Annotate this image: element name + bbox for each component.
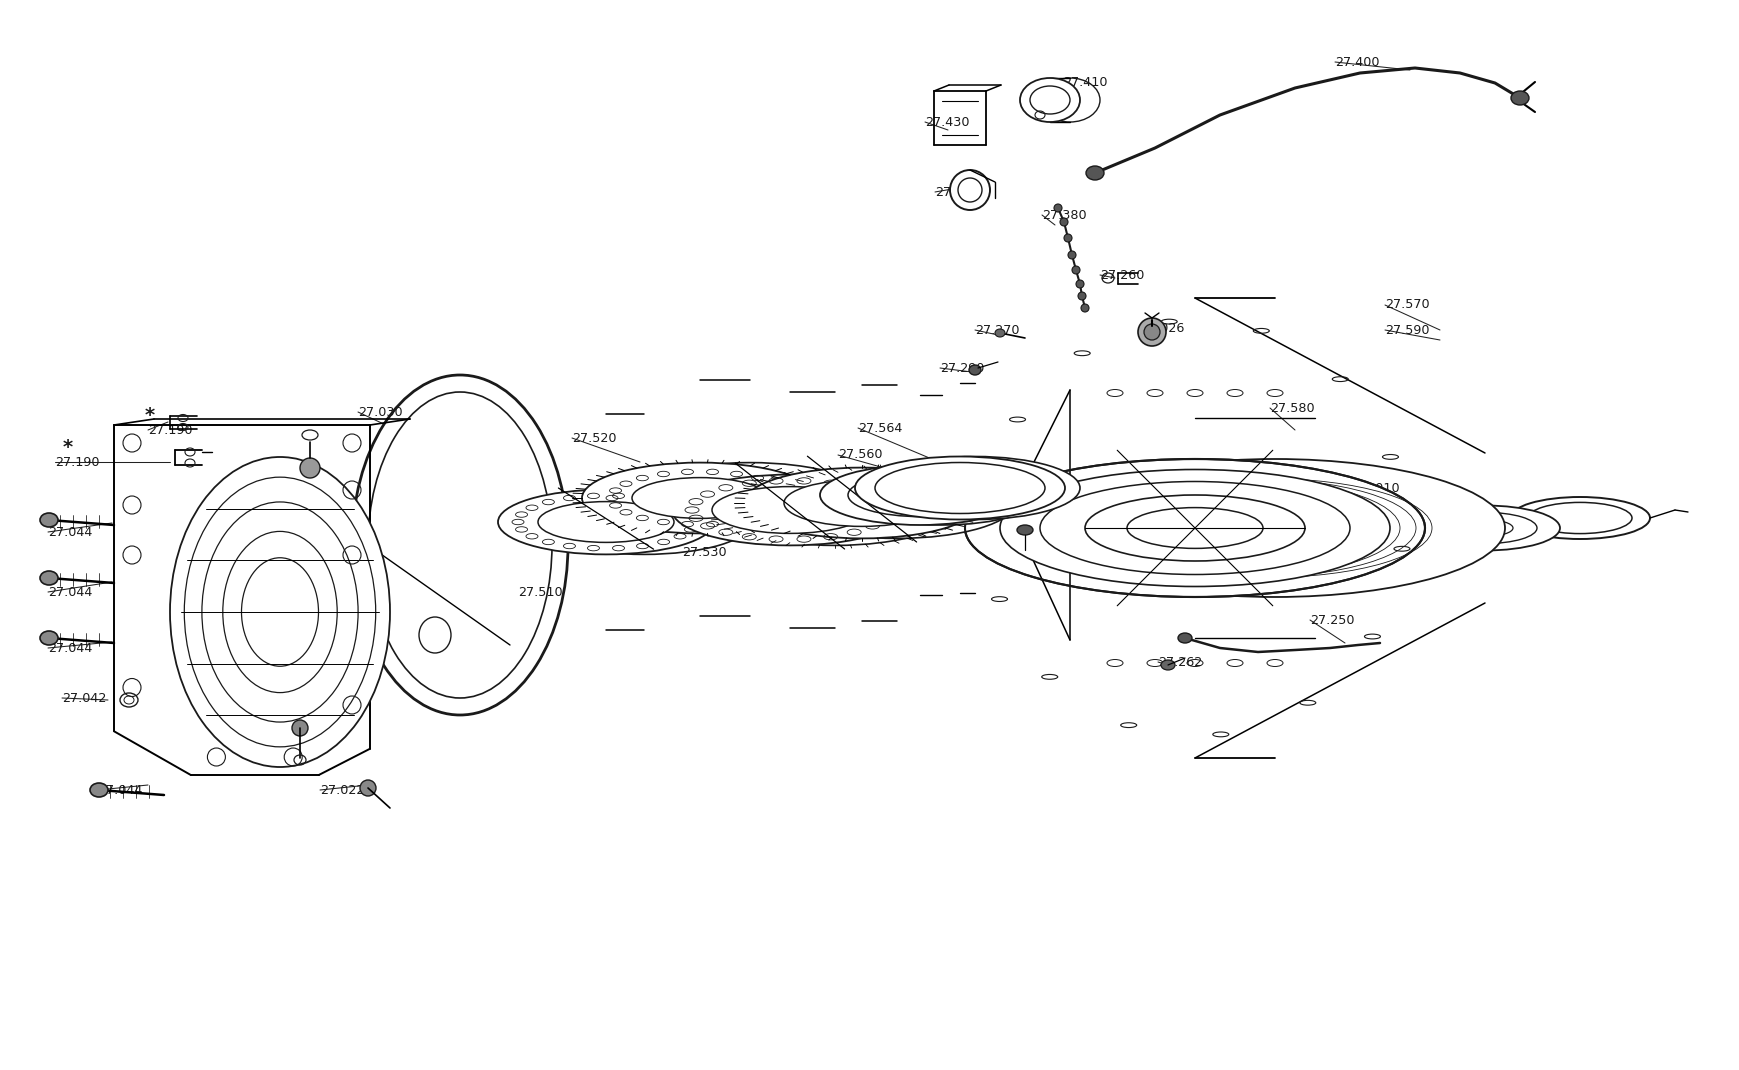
Ellipse shape	[1054, 204, 1061, 212]
Ellipse shape	[870, 473, 1014, 517]
Ellipse shape	[1000, 470, 1389, 586]
Text: 27.262: 27.262	[1158, 656, 1202, 669]
Text: 27.380: 27.380	[1042, 209, 1085, 221]
Ellipse shape	[965, 459, 1424, 597]
Ellipse shape	[716, 475, 953, 546]
Text: 27.540: 27.540	[793, 482, 836, 494]
Ellipse shape	[889, 462, 1059, 514]
Ellipse shape	[40, 571, 57, 585]
Ellipse shape	[410, 609, 459, 661]
Ellipse shape	[1080, 304, 1089, 312]
Ellipse shape	[351, 374, 567, 715]
Ellipse shape	[1078, 292, 1085, 300]
Ellipse shape	[870, 457, 1080, 520]
Ellipse shape	[576, 502, 711, 542]
Ellipse shape	[292, 720, 308, 736]
Ellipse shape	[1063, 234, 1071, 242]
Ellipse shape	[682, 477, 817, 518]
Text: 27.044: 27.044	[97, 783, 143, 796]
Ellipse shape	[581, 462, 817, 534]
Text: *: *	[63, 438, 73, 457]
Text: 27.420: 27.420	[934, 185, 979, 199]
Ellipse shape	[1137, 318, 1165, 346]
Text: 27.260: 27.260	[1099, 269, 1144, 281]
Text: 27.044: 27.044	[49, 642, 92, 655]
Ellipse shape	[854, 457, 1064, 520]
Ellipse shape	[1085, 166, 1103, 180]
Ellipse shape	[170, 457, 390, 767]
Ellipse shape	[744, 468, 979, 538]
Ellipse shape	[819, 479, 974, 526]
Ellipse shape	[299, 458, 320, 478]
Text: 27.400: 27.400	[1334, 56, 1379, 68]
Text: 27.270: 27.270	[974, 323, 1019, 336]
Ellipse shape	[631, 462, 868, 534]
Ellipse shape	[969, 365, 981, 374]
Ellipse shape	[367, 392, 551, 698]
Ellipse shape	[1085, 495, 1304, 561]
Text: 27.022: 27.022	[320, 783, 363, 796]
Ellipse shape	[1177, 633, 1191, 643]
Ellipse shape	[1019, 78, 1080, 122]
Ellipse shape	[1068, 251, 1075, 259]
Text: 27.250: 27.250	[1309, 613, 1353, 627]
Text: 27.290: 27.290	[939, 362, 984, 374]
Ellipse shape	[756, 487, 913, 534]
Text: 27.044: 27.044	[49, 585, 92, 598]
Text: 27.034: 27.034	[343, 594, 386, 607]
Text: 27.042: 27.042	[63, 691, 106, 704]
Ellipse shape	[497, 490, 713, 554]
Ellipse shape	[1143, 324, 1160, 340]
Ellipse shape	[1509, 91, 1529, 105]
Text: 27.020: 27.020	[283, 673, 327, 687]
Text: 27.570: 27.570	[1384, 299, 1429, 311]
Text: 27.190: 27.190	[148, 424, 193, 437]
Text: 27.190: 27.190	[56, 456, 99, 469]
Ellipse shape	[360, 780, 376, 796]
Ellipse shape	[1059, 218, 1068, 226]
Ellipse shape	[1160, 660, 1174, 670]
Text: 27.044: 27.044	[49, 525, 92, 538]
Ellipse shape	[875, 462, 1045, 514]
Ellipse shape	[847, 473, 991, 517]
Text: 27.430: 27.430	[925, 116, 969, 128]
Text: 27.580: 27.580	[1269, 401, 1315, 414]
Ellipse shape	[1509, 496, 1649, 539]
Ellipse shape	[631, 477, 767, 518]
Text: 27.564: 27.564	[857, 422, 903, 434]
Ellipse shape	[1016, 525, 1033, 535]
Text: 27.030: 27.030	[358, 406, 402, 418]
Ellipse shape	[1075, 280, 1083, 288]
Text: *: *	[144, 406, 155, 425]
Ellipse shape	[819, 465, 1019, 525]
Ellipse shape	[40, 513, 57, 528]
Ellipse shape	[995, 328, 1005, 337]
Ellipse shape	[949, 170, 989, 210]
Text: 27.530: 27.530	[682, 546, 727, 559]
Text: 27.040: 27.040	[929, 484, 974, 496]
Ellipse shape	[90, 783, 108, 797]
Ellipse shape	[536, 490, 751, 554]
Text: 27.010: 27.010	[1355, 482, 1398, 494]
Ellipse shape	[779, 468, 1014, 538]
Ellipse shape	[537, 502, 673, 542]
Text: 27.410: 27.410	[1063, 76, 1106, 89]
Ellipse shape	[842, 465, 1042, 525]
Text: 27.022: 27.022	[278, 465, 322, 478]
Ellipse shape	[784, 479, 939, 526]
Text: 27.520: 27.520	[572, 431, 616, 444]
Ellipse shape	[419, 617, 450, 653]
Ellipse shape	[671, 475, 908, 546]
Ellipse shape	[40, 631, 57, 645]
Text: 27.022: 27.022	[268, 725, 313, 738]
Ellipse shape	[1205, 495, 1424, 561]
Ellipse shape	[1409, 505, 1560, 550]
Text: 27.590: 27.590	[1384, 323, 1429, 336]
Ellipse shape	[1045, 459, 1504, 597]
Text: 27.510: 27.510	[518, 585, 562, 598]
Text: 27.560: 27.560	[838, 448, 882, 461]
Text: 27.026: 27.026	[1139, 321, 1184, 335]
Ellipse shape	[711, 487, 868, 534]
Ellipse shape	[1071, 266, 1080, 274]
